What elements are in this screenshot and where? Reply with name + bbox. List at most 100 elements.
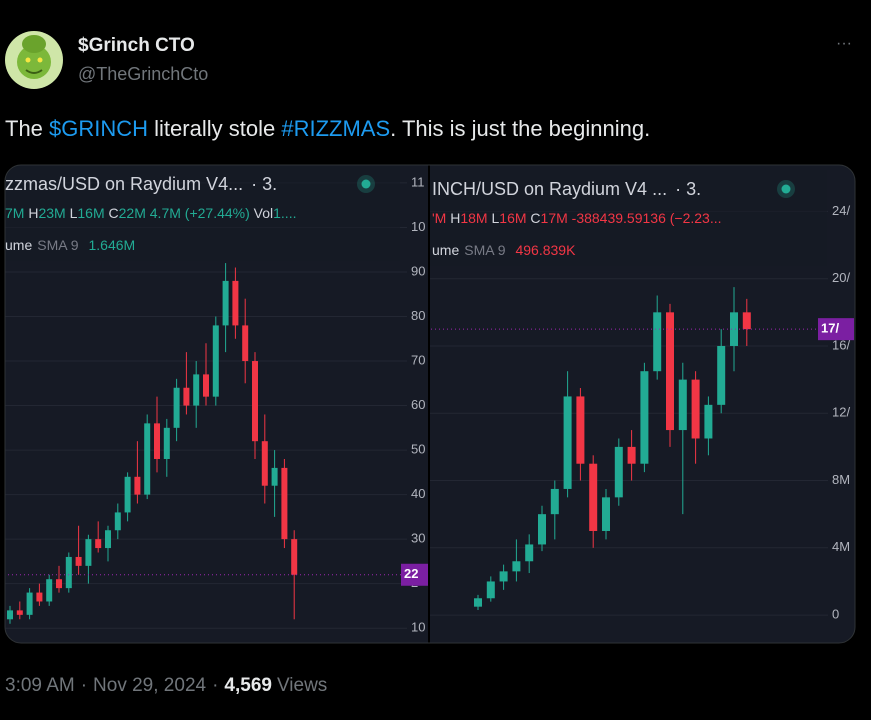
interval: · 3.	[251, 174, 277, 194]
y-tick-label: 8M	[832, 472, 850, 487]
candle-body	[95, 539, 102, 549]
candle-body	[36, 592, 43, 602]
ohlc-item: H	[450, 210, 460, 226]
avatar[interactable]	[5, 31, 63, 89]
price-tag-label: 17/	[821, 321, 839, 336]
avatar-hair	[22, 35, 46, 53]
candle-body	[627, 446, 636, 464]
candle-body	[134, 476, 141, 495]
ohlc-item: 7M	[5, 205, 28, 221]
chart-header: zzmas/USD on Raydium V4... · 3.	[5, 174, 277, 194]
legend-bg	[430, 170, 827, 266]
avatar-eye	[37, 57, 43, 63]
ohlc-line: 'M H18M L16M C17M -388439.59136 (−2.23..…	[432, 210, 722, 226]
ohlc-item: 22M	[119, 205, 150, 221]
y-tick-label: 90	[411, 263, 425, 278]
ohlc-item: -388439.59136 (−2.23...	[572, 210, 722, 226]
ohlc-item: 16M	[77, 205, 108, 221]
status-dot	[361, 179, 371, 189]
candle-body	[75, 556, 82, 566]
ohlc-item: 'M	[432, 210, 450, 226]
chart-right: 24/20/16/12/8M 4M 0 17/INCH/USD on Raydium …	[430, 170, 854, 622]
ohlc-item: Vol	[254, 205, 273, 221]
candle-body	[124, 476, 131, 513]
candle-body	[589, 463, 598, 531]
media[interactable]: 11109080706050403021022zzmas/USD on Rayd…	[0, 165, 858, 643]
y-tick-label: 24/	[832, 203, 850, 218]
ohlc-item: C	[530, 210, 540, 226]
candle-body	[499, 571, 508, 582]
candle-body	[691, 379, 700, 439]
symbol: zzmas/USD on Raydium V4...	[5, 174, 243, 194]
ohlc-item: 1....	[273, 205, 296, 221]
volume-label: ume	[432, 242, 459, 258]
candle-body	[281, 467, 288, 540]
y-tick-label: 10	[411, 219, 425, 234]
text-segment: The	[5, 116, 49, 141]
candle-body	[16, 610, 23, 615]
candle-body	[678, 379, 687, 431]
time: 3:09 AM	[5, 675, 75, 696]
candle-body	[46, 579, 53, 602]
ohlc-item: L	[491, 210, 499, 226]
volume-legend: ume SMA 9 1.646M	[5, 237, 135, 253]
menu[interactable]: ···	[836, 35, 852, 52]
candle-body	[602, 497, 610, 531]
author-handle[interactable]: @TheGrinchCto	[78, 64, 208, 84]
candle-body	[640, 371, 649, 464]
price-tag-label: 22	[404, 566, 418, 581]
volume-indicator: SMA 9	[37, 237, 78, 253]
candle-body	[563, 396, 572, 489]
candle-body	[212, 325, 219, 397]
divider	[428, 165, 430, 643]
volume-legend: ume SMA 9 496.839K	[432, 242, 576, 258]
candle-body	[7, 610, 13, 620]
text-segment: . This is just the beginning.	[390, 116, 650, 141]
ohlc-item: 18M	[460, 210, 491, 226]
volume-indicator: SMA 9	[464, 242, 505, 258]
tweet-text: The $GRINCH literally stole #RIZZMAS. Th…	[5, 116, 650, 141]
chart-left: 11109080706050403021022zzmas/USD on Rayd…	[5, 166, 428, 635]
status-dot	[781, 184, 791, 194]
candle-body	[271, 467, 278, 486]
candle-body	[85, 539, 92, 566]
candle-body	[261, 441, 268, 486]
candle-body	[550, 488, 559, 515]
y-tick-label: 20/	[832, 270, 850, 285]
candle-body	[105, 530, 111, 549]
hashtag-link[interactable]: #RIZZMAS	[281, 116, 390, 141]
candle-body	[704, 404, 713, 439]
candle-body	[525, 544, 534, 562]
ohlc-item: 17M	[541, 210, 572, 226]
candle-body	[576, 396, 585, 464]
y-tick-label: 16/	[832, 337, 850, 352]
candle-body	[653, 312, 662, 372]
candle-body	[614, 446, 623, 498]
candle-body	[65, 556, 72, 589]
candle-body	[242, 325, 249, 362]
ohlc-line: 7M H23M L16M C22M 4.7M (+27.44%) Vol1...…	[5, 205, 296, 221]
separator: ·	[81, 675, 87, 696]
ohlc-item: C	[109, 205, 119, 221]
author-name[interactable]: $Grinch CTO	[78, 35, 195, 56]
ohlc-item: 16M	[499, 210, 530, 226]
views-label: Views	[277, 675, 327, 696]
y-tick-label: 70	[411, 352, 425, 367]
media-border	[4, 164, 856, 644]
footer: 3:09 AM · Nov 29, 2024 · 4,569 Views	[5, 675, 327, 696]
candle-body	[742, 312, 751, 330]
avatar-face	[17, 45, 51, 79]
hashtag-link[interactable]: $GRINCH	[49, 116, 148, 141]
date: Nov 29, 2024	[93, 675, 206, 696]
candle-body	[203, 374, 209, 397]
avatar-smile	[25, 69, 43, 74]
candle-body	[232, 280, 239, 326]
ohlc-item: L	[70, 205, 78, 221]
candle-body	[183, 387, 190, 406]
candle-body	[222, 280, 229, 326]
y-tick-label: 80	[411, 308, 425, 323]
candle-body	[474, 598, 482, 607]
legend-bg	[5, 166, 400, 261]
